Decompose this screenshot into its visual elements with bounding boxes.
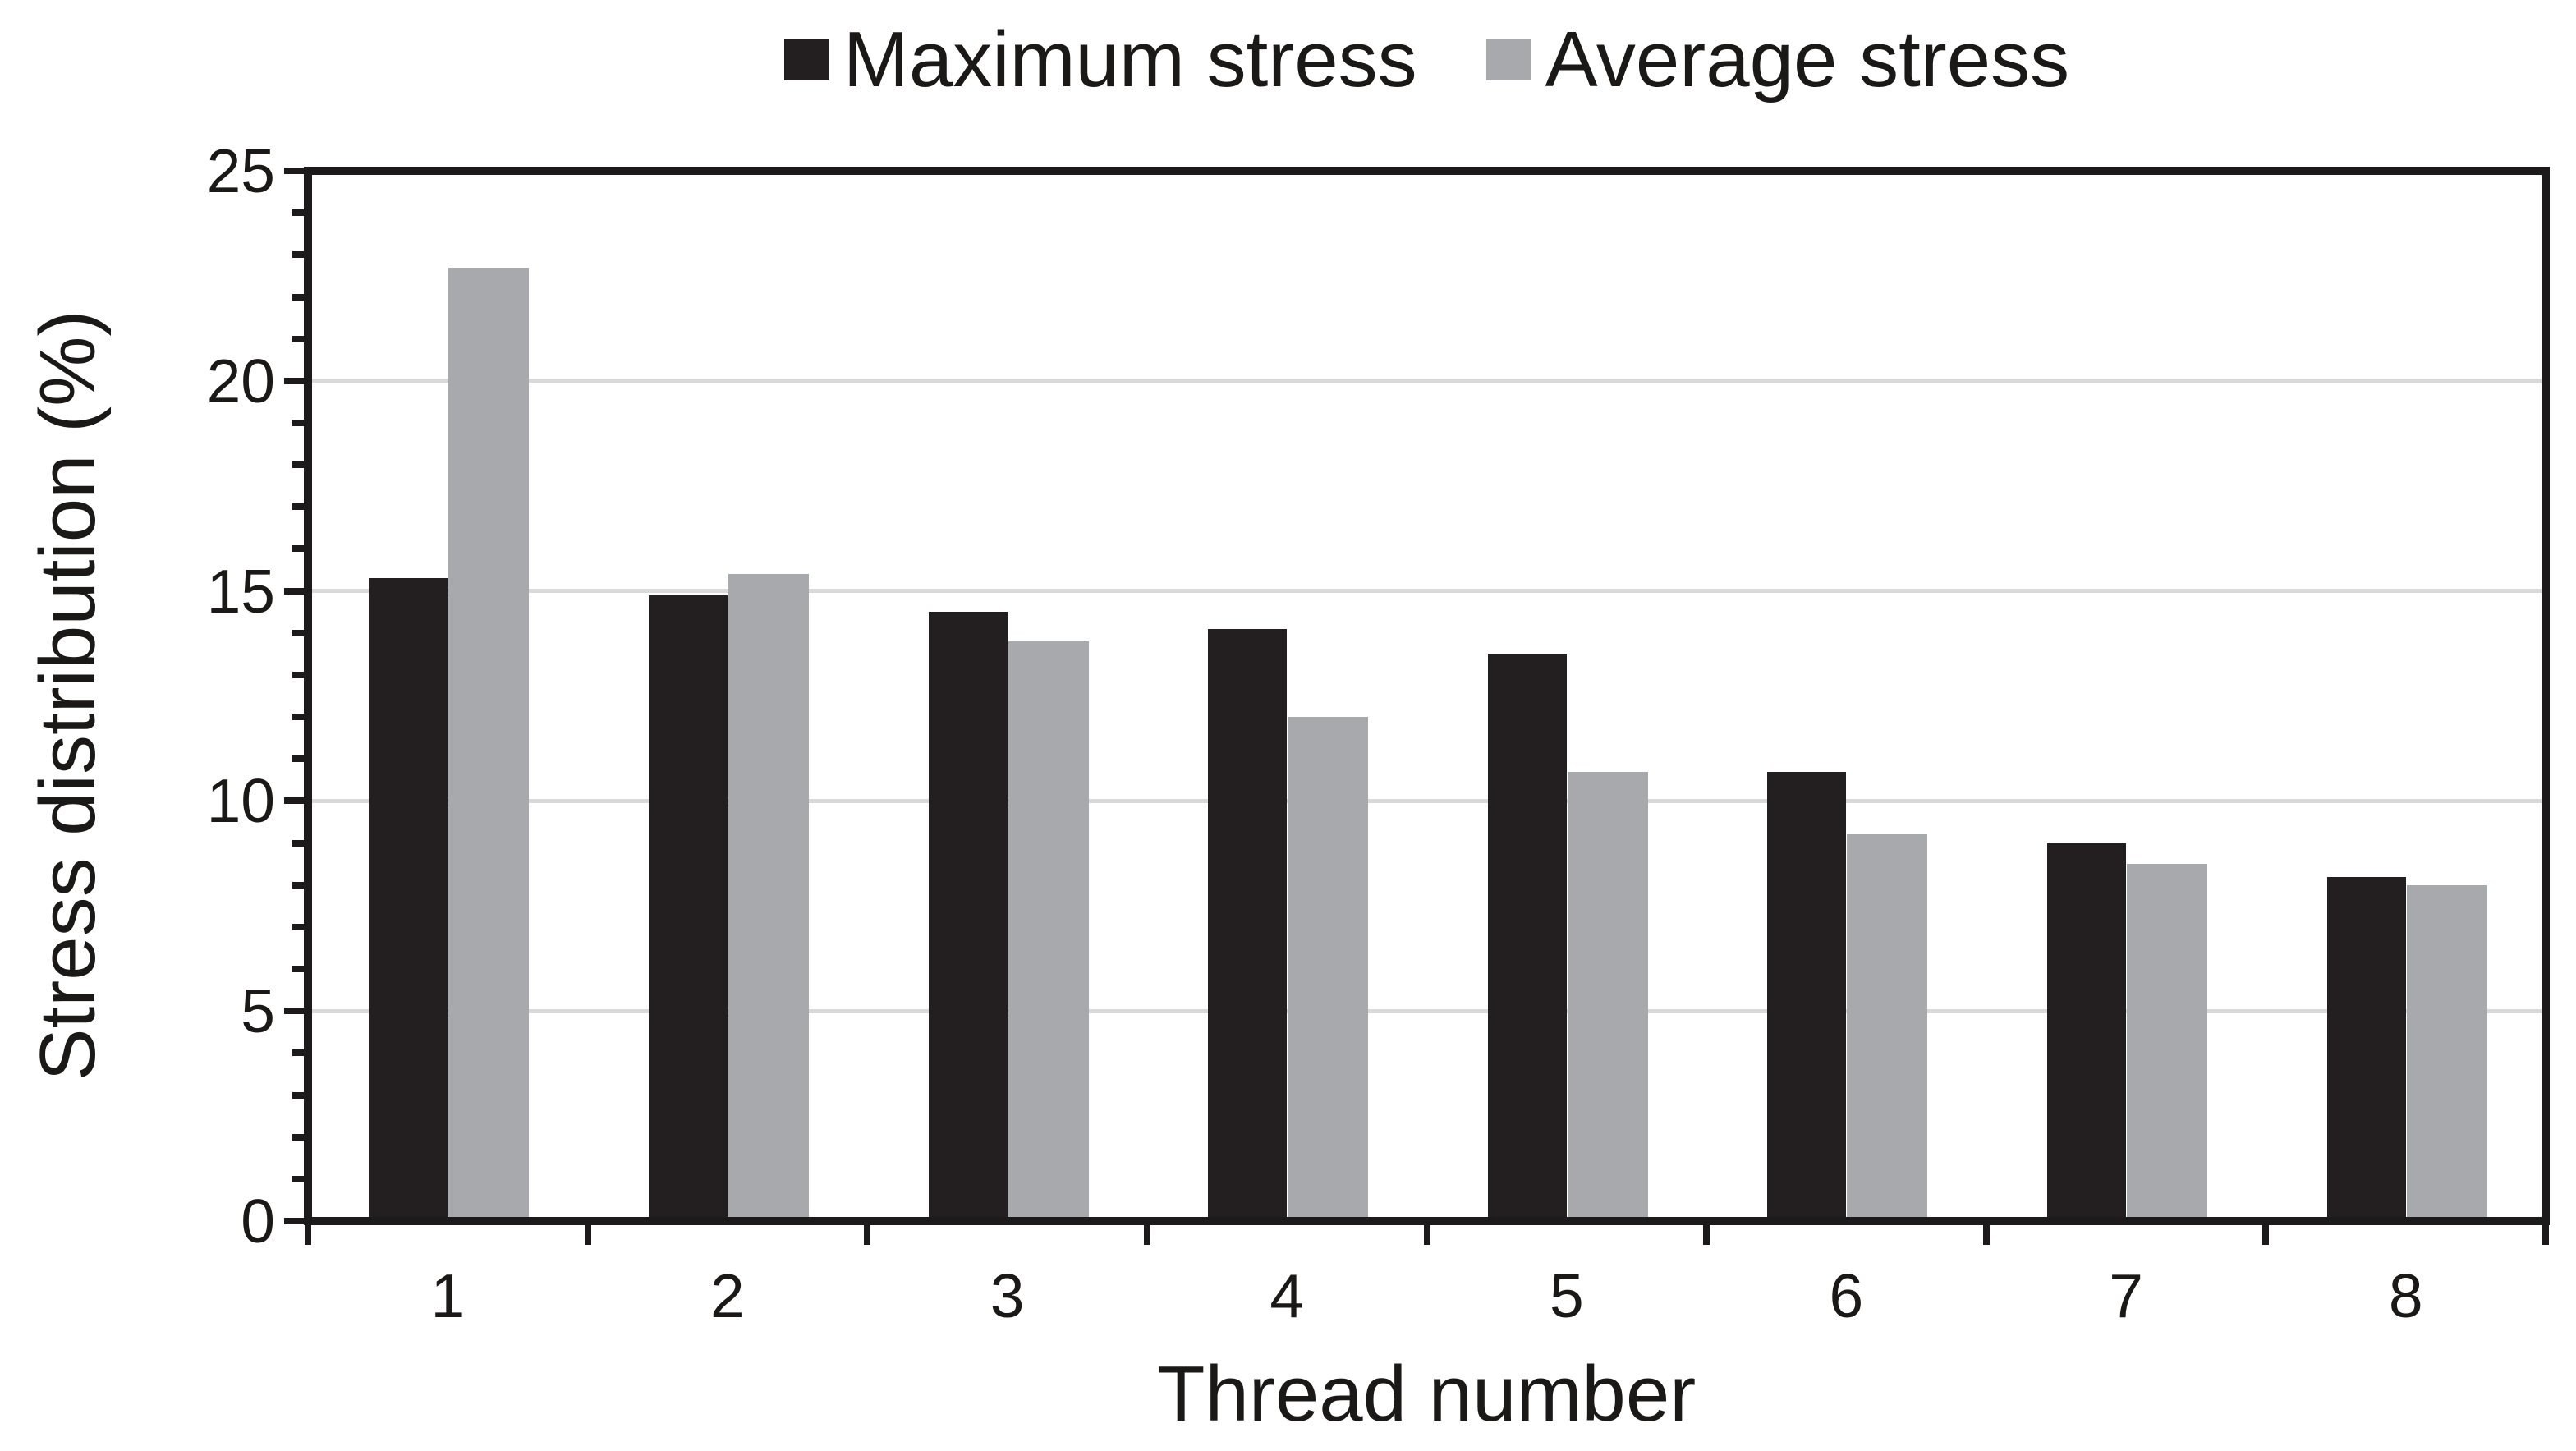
y-minor-tick: [292, 1133, 304, 1141]
y-minor-tick: [292, 881, 304, 889]
x-tick: [1703, 1225, 1710, 1245]
bar-average-stress-thread-5: [1567, 771, 1648, 1217]
x-tick-label: 8: [2388, 1261, 2423, 1330]
y-minor-tick: [292, 335, 304, 342]
legend-swatch-maximum-stress-icon: [783, 39, 829, 80]
plot-area: [304, 167, 2550, 1225]
x-axis-title: Thread number: [1156, 1350, 1697, 1438]
gridline: [312, 379, 2542, 383]
legend-label-average-stress: Average stress: [1545, 15, 2070, 103]
x-tick-label: 6: [1829, 1261, 1864, 1330]
bar-average-stress-thread-3: [1008, 641, 1089, 1217]
legend-swatch-average-stress-icon: [1485, 39, 1531, 80]
bar-maximum-stress-thread-5: [1487, 654, 1567, 1217]
bar-maximum-stress-thread-2: [648, 595, 728, 1217]
y-minor-tick: [292, 629, 304, 636]
y-minor-tick: [292, 545, 304, 553]
bars-layer: [312, 175, 2542, 1217]
x-tick: [1423, 1225, 1430, 1245]
y-minor-tick: [292, 1049, 304, 1057]
y-minor-tick: [292, 1091, 304, 1099]
bar-average-stress-thread-1: [448, 267, 530, 1217]
gridline: [312, 589, 2542, 594]
bar-maximum-stress-thread-7: [2047, 843, 2127, 1217]
legend-label-maximum-stress: Maximum stress: [843, 15, 1417, 103]
bar-maximum-stress-thread-3: [928, 612, 1008, 1217]
legend-item-average-stress: Average stress: [1485, 15, 2070, 103]
y-major-tick: [284, 168, 304, 174]
x-tick-label: 3: [990, 1261, 1025, 1330]
x-tick: [1143, 1225, 1150, 1245]
y-minor-tick: [292, 966, 304, 972]
y-tick-label: 5: [241, 976, 275, 1046]
y-major-tick: [284, 797, 304, 805]
y-tick-label: 0: [241, 1187, 275, 1256]
x-tick: [864, 1225, 871, 1245]
y-tick-label: 20: [206, 346, 275, 416]
x-tick: [2262, 1225, 2270, 1245]
legend-item-maximum-stress: Maximum stress: [783, 15, 1417, 103]
bar-maximum-stress-thread-8: [2326, 876, 2406, 1217]
y-minor-tick: [292, 1175, 304, 1182]
bar-maximum-stress-thread-1: [369, 578, 448, 1217]
bar-average-stress-thread-8: [2406, 884, 2487, 1217]
y-minor-tick: [292, 923, 304, 930]
gridline: [312, 1008, 2542, 1013]
x-tick-label: 7: [2109, 1261, 2143, 1330]
gridline-layer: [312, 175, 2542, 1217]
x-tick-label: 5: [1549, 1261, 1584, 1330]
x-tick: [305, 1225, 311, 1245]
x-tick: [1982, 1225, 1990, 1245]
gridline: [312, 798, 2542, 803]
y-minor-tick: [292, 293, 304, 301]
x-tick-label: 4: [1270, 1261, 1305, 1330]
bar-maximum-stress-thread-4: [1208, 628, 1288, 1217]
y-minor-tick: [292, 755, 304, 763]
y-tick-label: 10: [206, 766, 275, 836]
x-tick-label: 1: [430, 1261, 466, 1330]
y-minor-tick: [292, 839, 304, 847]
y-minor-tick: [292, 251, 304, 259]
y-minor-tick: [292, 209, 304, 217]
y-major-tick: [284, 1218, 304, 1224]
bar-average-stress-thread-2: [728, 574, 809, 1217]
bar-average-stress-thread-6: [1847, 834, 1928, 1217]
y-minor-tick: [292, 714, 304, 721]
y-minor-tick: [292, 420, 304, 426]
y-major-tick: [284, 1008, 304, 1015]
x-tick: [2542, 1225, 2549, 1245]
y-minor-tick: [292, 671, 304, 678]
y-major-tick: [284, 587, 304, 595]
legend: Maximum stress Average stress: [304, 15, 2550, 105]
y-tick-label: 25: [206, 136, 275, 205]
x-tick: [584, 1225, 591, 1245]
y-major-tick: [284, 377, 304, 384]
bar-maximum-stress-thread-6: [1767, 771, 1847, 1217]
y-minor-tick: [292, 503, 304, 511]
bar-average-stress-thread-7: [2127, 864, 2208, 1217]
y-minor-tick: [292, 461, 304, 469]
bar-average-stress-thread-4: [1288, 717, 1369, 1217]
y-tick-label: 15: [206, 556, 275, 626]
x-tick-label: 2: [710, 1261, 745, 1330]
